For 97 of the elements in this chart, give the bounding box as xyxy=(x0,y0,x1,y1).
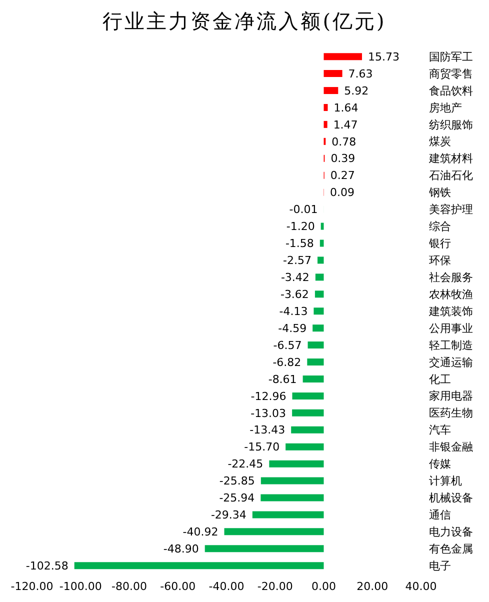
y-tick-label: 通信 xyxy=(429,508,451,522)
y-tick-label: 煤炭 xyxy=(429,135,451,148)
y-tick-label: 综合 xyxy=(429,220,451,234)
data-label: -25.85 xyxy=(219,474,255,488)
y-tick-label: 钢铁 xyxy=(428,186,451,200)
x-tick-label: 40.00 xyxy=(405,580,437,593)
data-label: -22.45 xyxy=(228,458,264,471)
data-label: -102.58 xyxy=(26,559,68,572)
y-tick-label: 非银金融 xyxy=(429,440,473,454)
bar xyxy=(315,274,324,281)
data-label: -8.61 xyxy=(268,372,297,386)
bar xyxy=(291,426,324,434)
y-tick-label: 计算机 xyxy=(429,474,462,488)
bar xyxy=(204,545,324,552)
y-tick-label: 房地产 xyxy=(429,101,462,114)
chart-title: 行业主力资金净流入额(亿元) xyxy=(102,8,388,35)
bar xyxy=(314,308,324,315)
data-label: 0.78 xyxy=(332,135,356,148)
bar xyxy=(292,409,324,416)
bar xyxy=(320,222,324,230)
y-tick-label: 交通运输 xyxy=(429,356,473,369)
y-tick-label: 轻工制造 xyxy=(429,338,473,352)
bar xyxy=(320,240,324,247)
data-label: -1.20 xyxy=(286,220,315,234)
data-label: -6.57 xyxy=(273,338,302,352)
y-tick-label: 社会服务 xyxy=(429,270,473,284)
y-tick-label: 传媒 xyxy=(429,458,451,471)
data-label: -3.62 xyxy=(280,288,309,301)
bar xyxy=(260,494,324,502)
y-tick-label: 环保 xyxy=(429,254,451,267)
x-tick-label: 20.00 xyxy=(356,580,388,593)
x-tick-label: -20.00 xyxy=(257,580,293,593)
x-tick-label: 0.00 xyxy=(312,580,336,593)
data-label: 7.63 xyxy=(348,67,373,80)
y-tick-label: 汽车 xyxy=(429,424,451,437)
x-tick-label: -100.00 xyxy=(59,580,102,593)
bar xyxy=(260,477,324,484)
data-label: -1.58 xyxy=(285,237,314,250)
y-tick-label: 农林牧渔 xyxy=(429,288,473,301)
bar xyxy=(292,392,324,400)
y-tick-label: 石油石化 xyxy=(429,169,473,182)
y-tick-label: 电力设备 xyxy=(429,525,473,538)
data-label: -12.96 xyxy=(250,390,286,403)
bar xyxy=(302,375,324,382)
y-tick-label: 商贸零售 xyxy=(429,67,473,80)
data-label: -2.57 xyxy=(283,254,312,268)
bar xyxy=(307,358,324,366)
data-label: -6.82 xyxy=(272,356,302,369)
bar xyxy=(308,342,324,349)
bar xyxy=(324,70,342,78)
bar xyxy=(224,528,324,536)
y-tick-label: 建筑装饰 xyxy=(428,304,473,318)
data-label: -13.03 xyxy=(250,406,286,420)
x-tick-label: -120.00 xyxy=(10,580,54,593)
x-tick-label: -80.00 xyxy=(112,580,147,593)
y-tick-label: 建筑材料 xyxy=(428,152,473,166)
y-tick-label: 国防军工 xyxy=(429,50,473,64)
data-label: -4.13 xyxy=(279,304,308,318)
y-tick-label: 家用电器 xyxy=(429,390,473,403)
data-label: -40.92 xyxy=(182,526,218,539)
y-tick-label: 有色金属 xyxy=(429,542,473,556)
bar xyxy=(286,443,324,450)
bar xyxy=(318,256,324,264)
x-tick-label: -60.00 xyxy=(160,580,196,593)
bar xyxy=(312,324,324,332)
bar xyxy=(324,87,338,94)
data-label: 5.92 xyxy=(344,84,369,98)
data-label: 15.73 xyxy=(368,50,400,64)
y-tick-label: 纺织服饰 xyxy=(429,118,473,132)
bar xyxy=(324,120,328,128)
data-label: 0.39 xyxy=(330,152,356,166)
data-label: -4.59 xyxy=(278,322,307,335)
y-tick-label: 食品饮料 xyxy=(429,84,473,98)
bar xyxy=(324,53,362,60)
data-label: 0.09 xyxy=(330,186,354,200)
x-tick-label: -40.00 xyxy=(208,580,244,593)
bar xyxy=(252,511,324,518)
data-label: -29.34 xyxy=(210,508,246,522)
y-tick-label: 电子 xyxy=(429,559,451,572)
bar xyxy=(269,460,324,468)
data-label: -0.01 xyxy=(289,203,318,216)
data-label: -13.43 xyxy=(250,424,286,437)
y-tick-label: 机械设备 xyxy=(429,492,473,505)
bar xyxy=(74,562,324,570)
data-label: 1.47 xyxy=(333,118,358,132)
data-label: -25.94 xyxy=(219,492,255,505)
y-tick-label: 公用事业 xyxy=(429,322,473,335)
y-tick-label: 医药生物 xyxy=(429,406,473,420)
y-tick-label: 银行 xyxy=(428,237,451,250)
data-label: -15.70 xyxy=(244,440,280,454)
data-label: -48.90 xyxy=(163,542,199,556)
y-tick-label: 化工 xyxy=(429,372,451,386)
bar xyxy=(314,290,324,298)
data-label: 1.64 xyxy=(334,101,358,114)
data-label: -3.42 xyxy=(280,271,310,284)
y-tick-label: 美容护理 xyxy=(429,203,473,216)
data-label: 0.27 xyxy=(330,169,355,182)
